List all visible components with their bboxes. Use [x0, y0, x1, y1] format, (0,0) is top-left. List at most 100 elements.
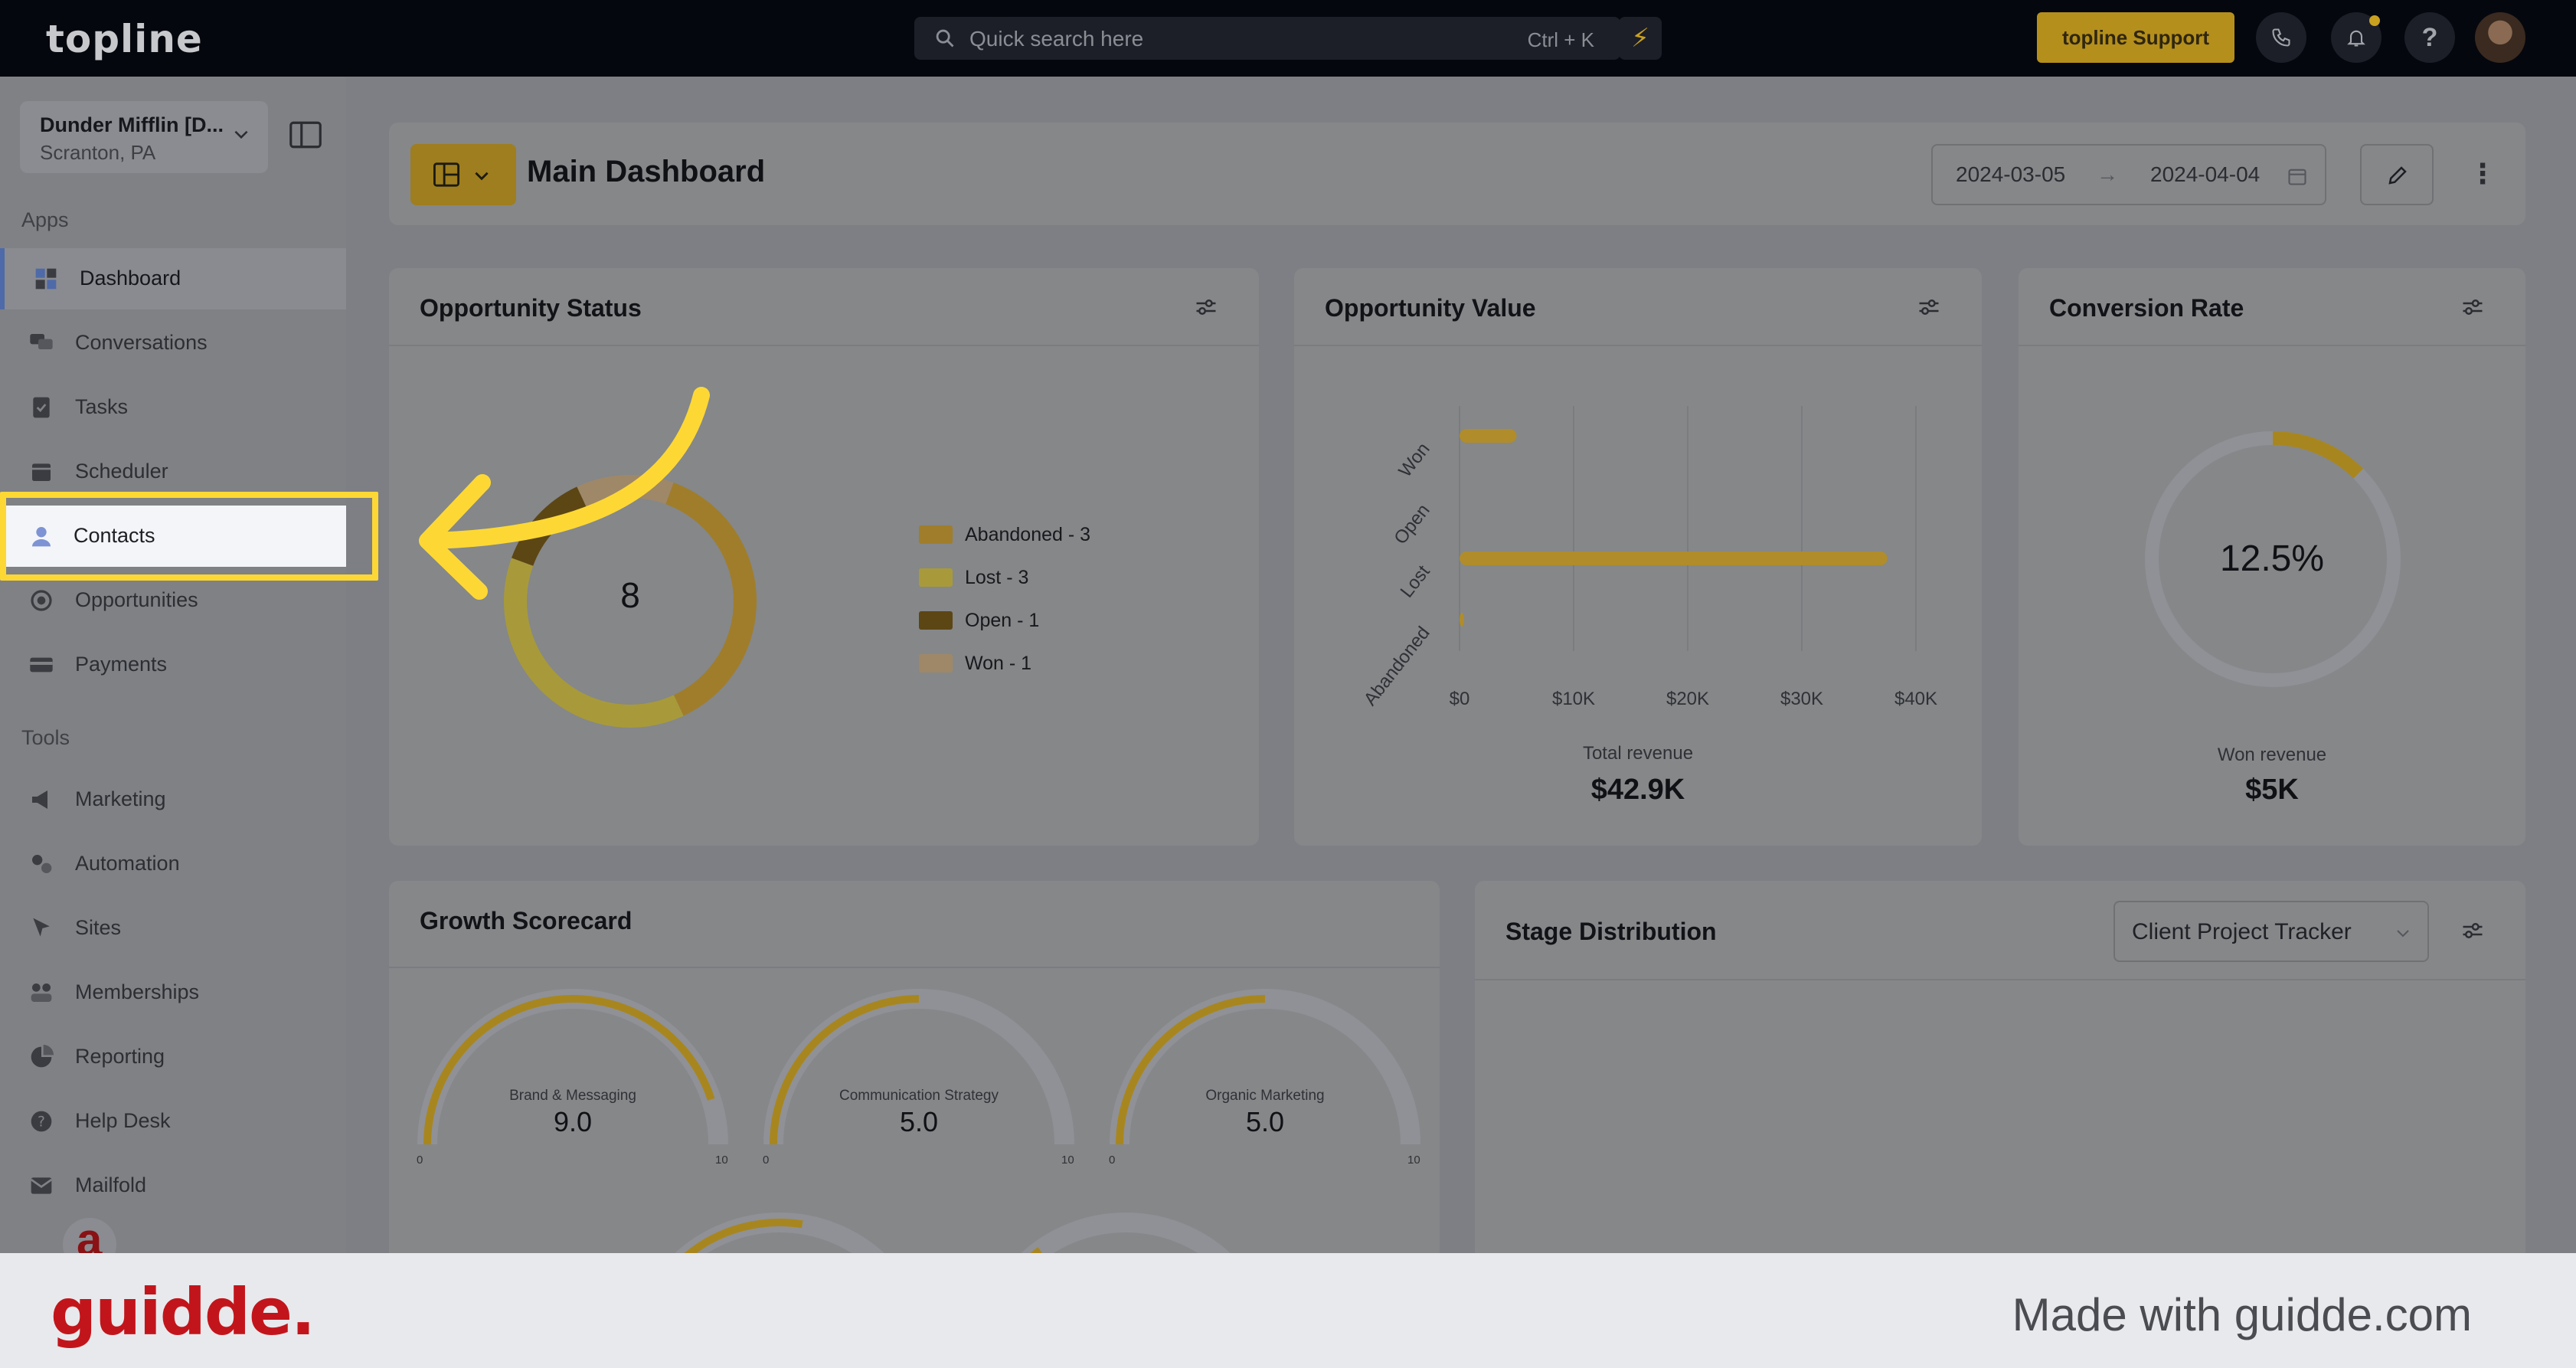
legend-swatch: [919, 568, 953, 587]
legend-label: Open - 1: [965, 610, 1040, 631]
gauge-label: Brand & Messaging: [509, 1088, 636, 1104]
filter-icon[interactable]: [2461, 921, 2484, 941]
chevron-down-icon: [2397, 930, 2409, 938]
gauge-value: 5.0: [899, 1106, 939, 1137]
divider: [2019, 345, 2525, 346]
sidebar-item-help-desk[interactable]: ? Help Desk: [0, 1091, 346, 1152]
donut-total: 8: [620, 575, 640, 615]
pencil-icon: [2388, 166, 2407, 185]
gauge-max: 10: [715, 1154, 728, 1167]
score-gauge: Organic Marketing 5.0 0 10: [1104, 983, 1426, 1167]
bar-lost[interactable]: [1460, 551, 1888, 565]
gauge-value: 9.0: [553, 1106, 593, 1137]
phone-icon: [2272, 28, 2290, 47]
score-gauge: Communication Strategy 5.0 0 10: [758, 983, 1080, 1167]
opportunity-value-bar-chart: $0 $10K $20K $30K $40K Won Open Lost Abandoned: [1360, 406, 1937, 709]
sidebar-item-mailfold[interactable]: Mailfold: [0, 1155, 346, 1216]
y-category-label: Lost: [1397, 561, 1434, 602]
pipeline-select-value: Client Project Tracker: [2132, 919, 2352, 944]
contacts-highlight-frame: [0, 492, 378, 581]
sidebar-item-memberships[interactable]: Memberships: [0, 962, 346, 1023]
sidebar-item-label: Help Desk: [75, 1109, 171, 1132]
total-revenue-label: Total revenue: [1582, 743, 1694, 764]
search-bar[interactable]: Quick search here Ctrl + K: [914, 17, 1620, 60]
card-title: Opportunity Value: [1325, 294, 1536, 322]
conversion-rate-card: Conversion Rate 12.5% Won revenue $5K: [2019, 268, 2525, 846]
donut-slice-lost[interactable]: [504, 558, 684, 728]
filter-icon[interactable]: [1195, 297, 1218, 317]
target-icon: [31, 590, 52, 611]
sidebar-item-opportunities[interactable]: Opportunities: [0, 570, 346, 631]
quick-actions-bolt-icon[interactable]: ⚡: [1619, 17, 1662, 60]
sidebar-item-label: Scheduler: [75, 460, 168, 483]
sidebar-item-sites[interactable]: Sites: [0, 898, 346, 959]
help-button[interactable]: ?: [2404, 12, 2455, 63]
sidebar-item-automation[interactable]: Automation: [0, 833, 346, 895]
sidebar-item-contacts[interactable]: Contacts: [0, 506, 346, 567]
more-options-kebab-icon[interactable]: ⋮: [2469, 158, 2496, 189]
sidebar-item-label: Memberships: [75, 980, 200, 1003]
divider: [1475, 979, 2525, 980]
support-button[interactable]: topline Support: [2037, 12, 2234, 63]
sidebar-item-tasks[interactable]: Tasks: [0, 377, 346, 438]
org-location: Scranton, PA: [40, 141, 156, 164]
donut-slice-abandoned[interactable]: [665, 483, 757, 716]
gauge-max: 10: [1061, 1154, 1074, 1167]
conversion-rate-value: 12.5%: [2219, 538, 2325, 579]
dashboard-icon: [35, 268, 57, 290]
sidebar-item-conversations[interactable]: Conversations: [0, 313, 346, 374]
apps-section-label: Apps: [21, 208, 69, 231]
growth-scorecard-card: Growth Scorecard Brand & Messaging 9.0 0 10…: [389, 881, 1440, 1253]
sidebar: Dunder Mifflin [D... Scranton, PA Apps D…: [0, 77, 346, 1271]
sidebar-item-payments[interactable]: Payments: [0, 634, 346, 695]
filter-icon[interactable]: [1917, 297, 1940, 317]
x-tick-label: $0: [1450, 689, 1470, 709]
chevron-down-icon: [234, 130, 248, 139]
gauge-arc-partial: [1021, 1213, 1231, 1253]
sidebar-item-label: Sites: [75, 916, 122, 939]
sidebar-item-dashboard[interactable]: Dashboard: [0, 248, 346, 309]
won-revenue-label: Won revenue: [2217, 745, 2327, 765]
y-category-label: Won: [1394, 439, 1433, 481]
gears-icon: [32, 855, 52, 873]
sidebar-item-label: Marketing: [75, 787, 166, 810]
arrow-right-icon: →: [2097, 162, 2118, 186]
opportunity-value-card: Opportunity Value $0 $10K $20K $30K $40K Won O…: [1294, 268, 1982, 846]
x-tick-label: $40K: [1894, 689, 1937, 709]
dashboard-header: Main Dashboard 2024-03-05 → 2024-04-04 ⋮: [389, 123, 2525, 225]
top-bar: topline Quick search here Ctrl + K ⚡ top…: [0, 0, 2576, 77]
guidde-logo: guidde.: [51, 1275, 315, 1350]
sidebar-item-reporting[interactable]: Reporting: [0, 1026, 346, 1088]
calendar-icon: [32, 463, 51, 481]
card-title: Stage Distribution: [1505, 918, 1717, 945]
edit-dashboard-button[interactable]: [2360, 144, 2434, 205]
gauge-value: 5.0: [1245, 1106, 1285, 1137]
layout-icon: [433, 162, 459, 187]
legend-swatch: [919, 654, 953, 673]
sidebar-collapse-icon[interactable]: [289, 121, 322, 149]
org-name: Dunder Mifflin [D...: [40, 113, 224, 136]
bar-won[interactable]: [1460, 429, 1517, 443]
app-logo[interactable]: topline: [46, 17, 203, 61]
sidebar-item-scheduler[interactable]: Scheduler: [0, 441, 346, 502]
date-to: 2024-04-04: [2150, 162, 2261, 186]
svg-text:?: ?: [38, 1114, 45, 1131]
gauge-arc: [417, 989, 728, 1145]
dashboard-switcher-button[interactable]: [410, 144, 516, 205]
org-switcher[interactable]: Dunder Mifflin [D... Scranton, PA: [20, 101, 268, 173]
score-gauge: Brand & Messaging 9.0 0 10: [412, 983, 734, 1167]
pipeline-select[interactable]: Client Project Tracker: [2113, 901, 2429, 962]
notification-dot: [2369, 15, 2380, 26]
filter-icon[interactable]: [2461, 297, 2484, 317]
card-icon: [30, 657, 53, 673]
date-range-picker[interactable]: 2024-03-05 → 2024-04-04: [1931, 144, 2326, 205]
help-icon: ?: [31, 1111, 52, 1132]
donut-slice-won[interactable]: [577, 475, 674, 508]
card-title: Conversion Rate: [2049, 294, 2244, 322]
user-avatar[interactable]: [2475, 12, 2525, 63]
phone-button[interactable]: [2256, 12, 2306, 63]
ring-progress: [2272, 431, 2364, 479]
made-with-text: Made with guidde.com: [2012, 1289, 2472, 1340]
sidebar-item-marketing[interactable]: Marketing: [0, 769, 346, 830]
bar-abandoned[interactable]: [1460, 613, 1464, 627]
